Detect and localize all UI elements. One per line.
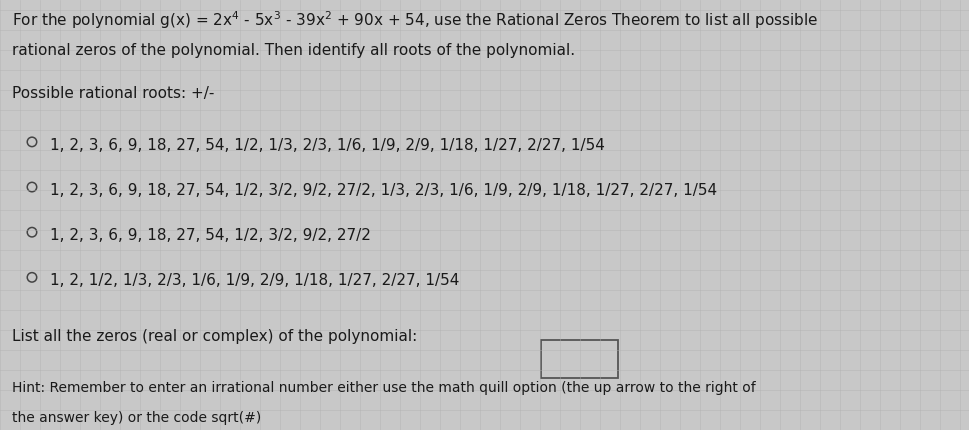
Text: 1, 2, 3, 6, 9, 18, 27, 54, 1/2, 3/2, 9/2, 27/2, 1/3, 2/3, 1/6, 1/9, 2/9, 1/18, 1: 1, 2, 3, 6, 9, 18, 27, 54, 1/2, 3/2, 9/2… xyxy=(50,183,717,198)
Text: 1, 2, 3, 6, 9, 18, 27, 54, 1/2, 3/2, 9/2, 27/2: 1, 2, 3, 6, 9, 18, 27, 54, 1/2, 3/2, 9/2… xyxy=(50,228,371,243)
Text: For the polynomial g(x) = 2x$^4$ - 5x$^3$ - 39x$^2$ + 90x + 54, use the Rational: For the polynomial g(x) = 2x$^4$ - 5x$^3… xyxy=(12,9,818,31)
Text: List all the zeros (real or complex) of the polynomial:: List all the zeros (real or complex) of … xyxy=(12,329,417,344)
Text: rational zeros of the polynomial. Then identify all roots of the polynomial.: rational zeros of the polynomial. Then i… xyxy=(12,43,575,58)
Text: 1, 2, 1/2, 1/3, 2/3, 1/6, 1/9, 2/9, 1/18, 1/27, 2/27, 1/54: 1, 2, 1/2, 1/3, 2/3, 1/6, 1/9, 2/9, 1/18… xyxy=(50,273,459,288)
FancyBboxPatch shape xyxy=(541,340,618,378)
Text: Possible rational roots: +/-: Possible rational roots: +/- xyxy=(12,86,214,101)
Text: the answer key) or the code sqrt(#): the answer key) or the code sqrt(#) xyxy=(12,411,261,425)
Text: 1, 2, 3, 6, 9, 18, 27, 54, 1/2, 1/3, 2/3, 1/6, 1/9, 2/9, 1/18, 1/27, 2/27, 1/54: 1, 2, 3, 6, 9, 18, 27, 54, 1/2, 1/3, 2/3… xyxy=(50,138,606,153)
Text: Hint: Remember to enter an irrational number either use the math quill option (t: Hint: Remember to enter an irrational nu… xyxy=(12,381,756,395)
